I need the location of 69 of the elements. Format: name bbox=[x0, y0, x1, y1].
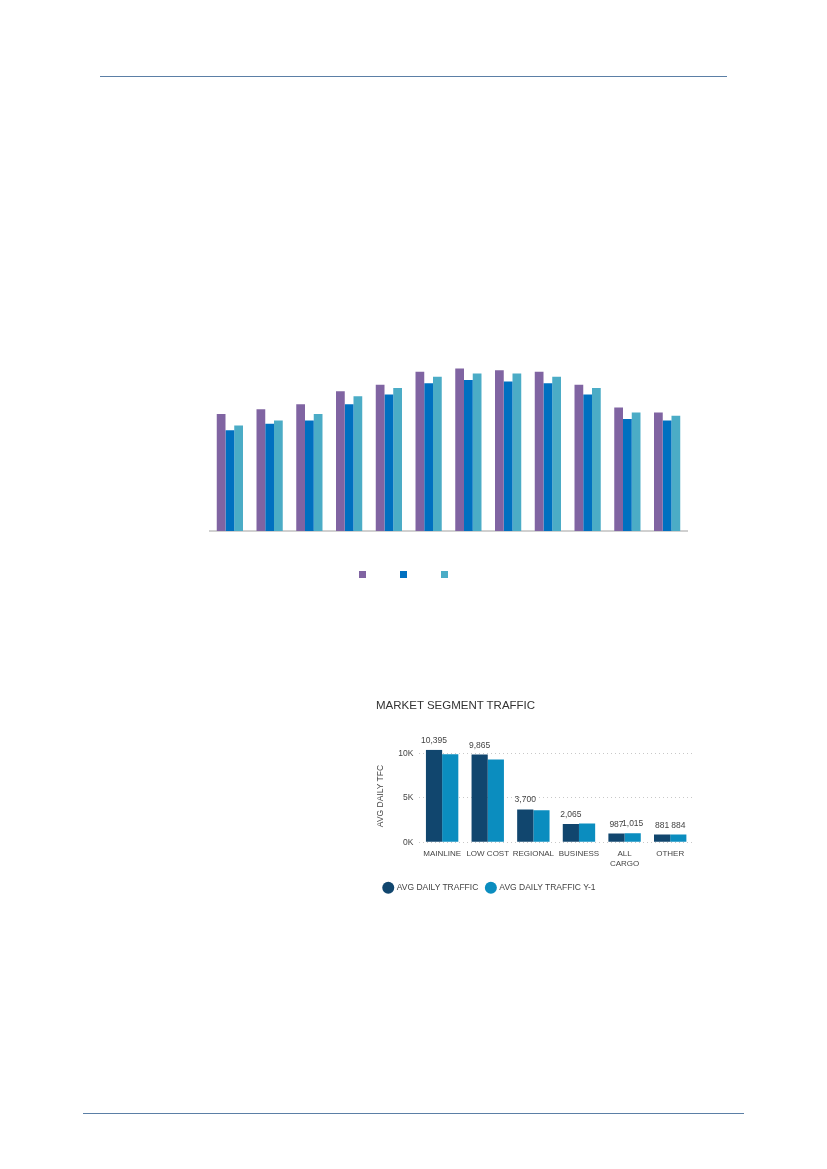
y-tick-label: 0K bbox=[402, 836, 414, 847]
bar bbox=[614, 407, 623, 531]
data-label: 3,700 bbox=[514, 794, 537, 805]
y-tick-label: 5K bbox=[402, 792, 414, 803]
bar bbox=[662, 420, 672, 531]
data-label: 987 bbox=[609, 818, 624, 829]
bar bbox=[256, 409, 266, 531]
bar bbox=[562, 823, 579, 842]
data-label: 881 bbox=[655, 819, 670, 830]
bar bbox=[216, 414, 226, 531]
bar bbox=[393, 388, 402, 531]
bar bbox=[344, 404, 354, 531]
bar bbox=[433, 376, 442, 531]
bar bbox=[464, 379, 473, 531]
bar bbox=[592, 388, 601, 531]
x-tick-label: OTHER bbox=[656, 849, 685, 859]
bar bbox=[455, 368, 464, 531]
bar bbox=[425, 749, 443, 842]
x-tick-label: BUSINESS bbox=[558, 849, 600, 859]
bar bbox=[384, 394, 394, 531]
bar bbox=[305, 420, 314, 531]
x-tick-label: MAINLINE bbox=[423, 849, 462, 859]
bar bbox=[534, 371, 544, 531]
data-label: 10,395 bbox=[421, 734, 448, 745]
bar bbox=[670, 834, 687, 842]
bar bbox=[225, 430, 235, 531]
bar bbox=[608, 833, 625, 842]
x-tick-label: ALL CARGO bbox=[609, 849, 640, 868]
bar bbox=[543, 383, 553, 531]
y-tick-label: 10K bbox=[398, 747, 414, 758]
bar bbox=[487, 759, 504, 842]
bar bbox=[415, 371, 425, 531]
bar bbox=[552, 376, 561, 531]
bar bbox=[517, 809, 534, 842]
bar bbox=[503, 381, 513, 531]
chart-title: MARKET SEGMENT TRAFFIC bbox=[376, 699, 536, 712]
bar bbox=[578, 823, 596, 842]
bar bbox=[512, 373, 522, 531]
bar bbox=[623, 418, 632, 531]
data-label: 1,015 bbox=[622, 818, 644, 829]
bar bbox=[442, 754, 459, 842]
bar bbox=[574, 384, 584, 531]
bar bbox=[495, 370, 504, 531]
x-tick-label: LOW COST bbox=[466, 849, 510, 859]
bar bbox=[353, 396, 363, 531]
x-tick-label: REGIONAL bbox=[512, 849, 555, 859]
bar bbox=[472, 373, 482, 531]
bar bbox=[274, 420, 283, 531]
legend-label: AVG DAILY TRAFFIC Y-1 bbox=[499, 882, 596, 893]
bar bbox=[631, 412, 641, 531]
data-label: 9,865 bbox=[469, 739, 491, 750]
bar bbox=[583, 394, 592, 531]
bar bbox=[671, 415, 681, 531]
bar bbox=[533, 810, 550, 842]
bar bbox=[336, 391, 345, 531]
bar bbox=[471, 754, 488, 842]
data-label: 2,065 bbox=[560, 809, 582, 820]
y-axis-title: AVG DAILY TFC bbox=[375, 764, 386, 828]
bar bbox=[375, 384, 385, 531]
bar bbox=[654, 834, 671, 842]
bar bbox=[624, 833, 641, 842]
legend-label: AVG DAILY TRAFFIC bbox=[396, 882, 479, 893]
data-label: 884 bbox=[671, 819, 686, 830]
bar bbox=[296, 404, 305, 531]
bar bbox=[265, 423, 274, 531]
bar bbox=[313, 414, 323, 531]
bar bbox=[424, 383, 433, 531]
bar bbox=[234, 425, 243, 531]
bar bbox=[654, 412, 663, 531]
